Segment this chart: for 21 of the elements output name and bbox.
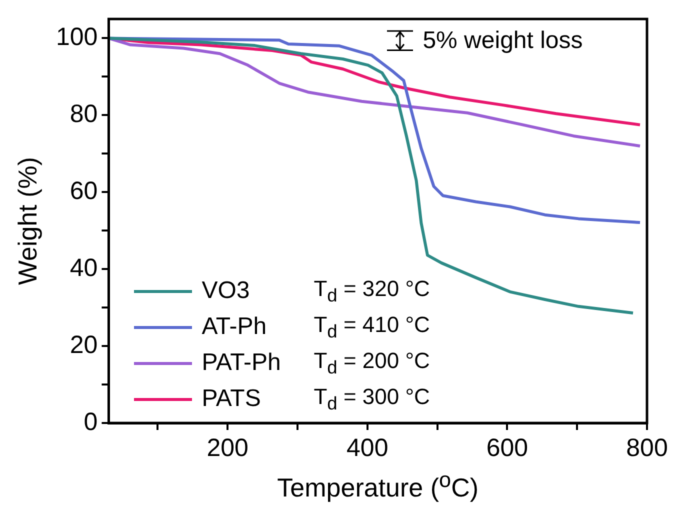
y-tick-label: 40 bbox=[70, 254, 98, 282]
x-axis-title: Temperature ($^{o}$C) bbox=[276, 467, 480, 504]
x-tick-label: 200 bbox=[206, 434, 248, 462]
legend-label: VO3 bbox=[202, 277, 251, 305]
y-axis-title: Weight (%) bbox=[12, 156, 44, 286]
x-tick-label: 800 bbox=[626, 434, 668, 462]
legend-label: AT-Ph bbox=[202, 313, 268, 341]
annotation: T$_{d}$ = 410 °C bbox=[314, 312, 430, 342]
legend-label: PAT-Ph bbox=[202, 349, 282, 377]
annotation: T$_{d}$ = 320 °C bbox=[314, 276, 430, 306]
x-tick-label: 600 bbox=[486, 434, 528, 462]
y-tick-label: 20 bbox=[70, 330, 98, 359]
y-tick-label: 80 bbox=[70, 100, 98, 128]
annotation: T$_{d}$ = 200 °C bbox=[314, 348, 430, 378]
y-tick-label: 60 bbox=[70, 177, 98, 206]
y-tick-label: 0 bbox=[84, 408, 98, 436]
legend-label: PATS bbox=[202, 385, 262, 413]
y-tick-label: 100 bbox=[56, 23, 98, 52]
annotation: T$_{d}$ = 300 °C bbox=[314, 384, 430, 414]
x-tick-label: 400 bbox=[346, 434, 388, 462]
annotation: 5% weight loss bbox=[422, 27, 583, 55]
